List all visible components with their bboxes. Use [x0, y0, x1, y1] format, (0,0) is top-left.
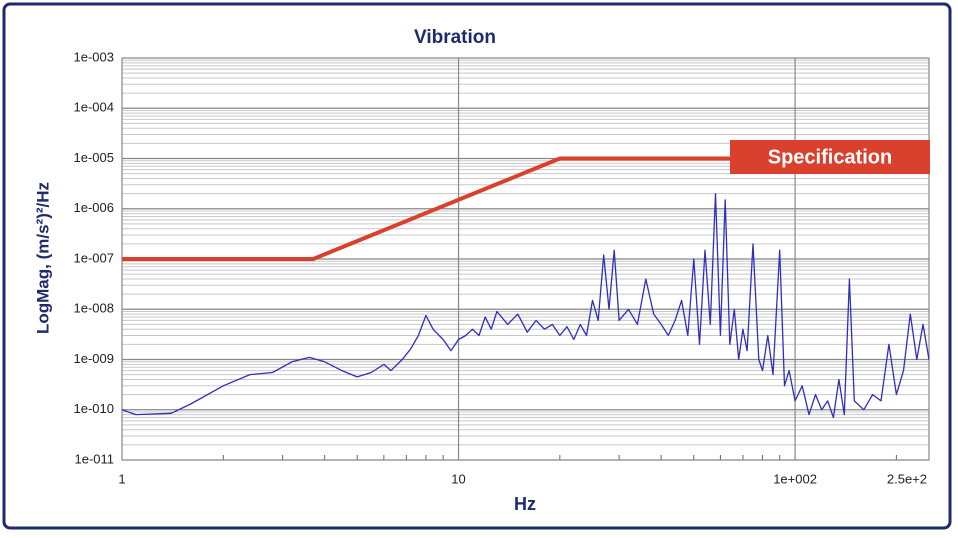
y-tick-label: 1e-004	[74, 100, 114, 115]
y-axis-label: LogMag, (m/s²)²/Hz	[33, 182, 52, 334]
y-tick-label: 1e-003	[74, 49, 114, 64]
y-tick-label: 1e-009	[74, 351, 114, 366]
chart-title: Vibration	[414, 27, 496, 48]
y-tick-label: 1e-006	[74, 200, 114, 215]
x-tick-label: 1	[118, 471, 125, 486]
y-tick-label: 1e-007	[74, 250, 114, 265]
y-tick-label: 1e-008	[74, 301, 114, 316]
x-axis-label: Hz	[514, 494, 536, 514]
x-tick-label: 10	[451, 471, 465, 486]
y-tick-label: 1e-005	[74, 150, 114, 165]
x-tick-label: 2.5e+2	[887, 471, 927, 486]
x-tick-label: 1e+002	[773, 471, 817, 486]
series-line	[121, 192, 930, 419]
legend-box	[730, 140, 930, 174]
y-tick-label: 1e-010	[74, 401, 114, 416]
legend-label: Specification	[768, 146, 892, 168]
y-tick-label: 1e-011	[74, 451, 114, 466]
